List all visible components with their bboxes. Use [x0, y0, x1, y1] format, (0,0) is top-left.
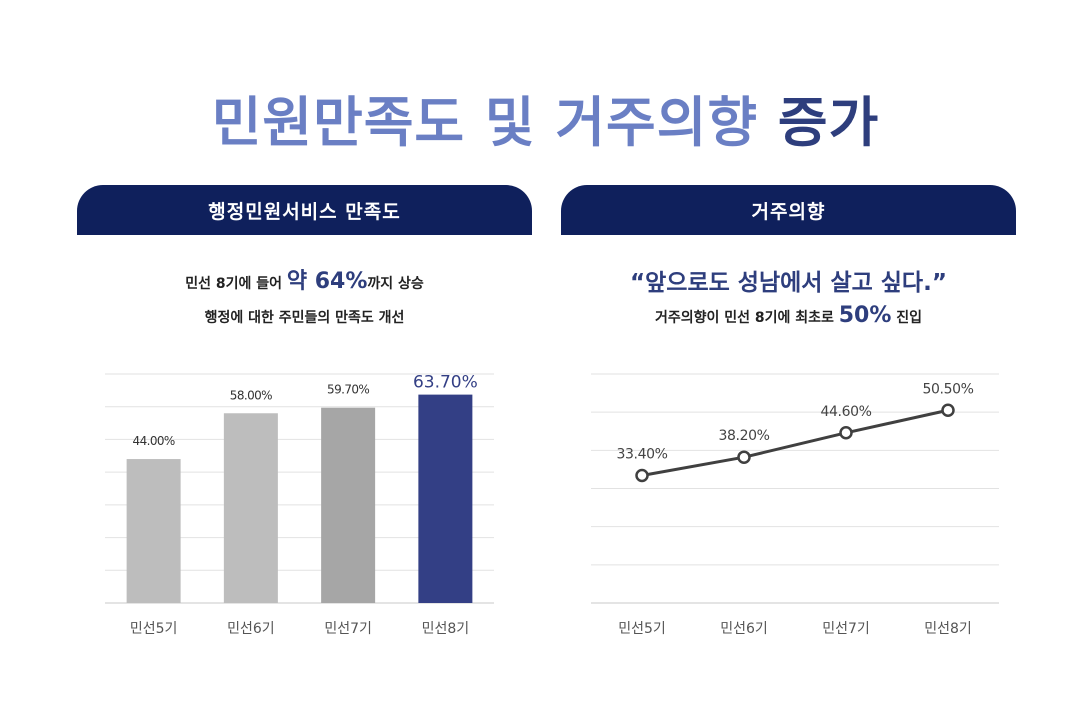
residence-summary-pre: 거주의향이 민선 8기에 최초로	[654, 310, 839, 326]
line-data-label: 44.60%	[821, 404, 872, 420]
line-data-label: 50.50%	[923, 381, 974, 397]
bar	[126, 459, 181, 603]
satisfaction-header: 행정민원서비스 만족도	[77, 185, 532, 235]
page-title-accent: 증가	[777, 91, 880, 154]
page-title-main: 민원만족도 및 거주의향	[211, 91, 759, 154]
line-x-tick-label: 민선5기	[618, 621, 666, 637]
residence-line-chart: 33.40% 민선5기 38.20% 민선6기 44.60% 민선7기 50.50% 민선8기	[591, 373, 999, 637]
line-x-tick-label: 민선6기	[720, 621, 768, 637]
satisfaction-panel: 행정민원서비스 만족도 민선 8기에 들어 약 64%까지 상승 행정에 대한 …	[77, 185, 532, 637]
line-data-label: 33.40%	[617, 447, 668, 463]
residence-intent-panel: 거주의향 “앞으로도 성남에서 살고 싶다.” 거주의향이 민선 8기에 최초로…	[561, 185, 1016, 637]
bar-x-tick-label: 민선6기	[227, 621, 275, 637]
bar	[418, 394, 473, 603]
bar	[223, 413, 278, 603]
satisfaction-subtitle: 행정에 대한 주민들의 만족도 개선	[204, 310, 405, 326]
line-point	[839, 426, 853, 440]
residence-summary-emphasis: 50%	[838, 303, 892, 328]
bar-data-label: 44.00%	[133, 434, 175, 448]
satisfaction-summary-post: 까지 상승	[367, 276, 424, 292]
line-point	[941, 403, 955, 418]
residence-summary: 거주의향이 민선 8기에 최초로 50% 진입	[561, 303, 1016, 328]
residence-intent-header: 거주의향	[561, 185, 1016, 235]
line-point	[635, 468, 649, 483]
line-data-label: 38.20%	[719, 428, 770, 444]
bar-x-tick-label: 민선7기	[324, 621, 372, 637]
satisfaction-summary-emphasis: 약 64%	[286, 269, 368, 294]
line-x-tick-label: 민선7기	[822, 621, 870, 637]
bar-x-tick-label: 민선8기	[422, 621, 470, 637]
satisfaction-summary-pre: 민선 8기에 들어	[185, 276, 287, 292]
page-title: 민원만족도 및 거주의향 증가	[0, 78, 1091, 157]
bar-data-label: 63.70%	[413, 373, 478, 393]
satisfaction-summary: 민선 8기에 들어 약 64%까지 상승	[77, 263, 532, 295]
satisfaction-bar-chart: 44.00% 민선5기 58.00% 민선6기 59.70% 민선7기 63.70% 민선8기	[105, 373, 494, 637]
bar-data-label: 58.00%	[230, 388, 272, 402]
residence-summary-post: 진입	[891, 310, 923, 326]
residence-quote: “앞으로도 성남에서 살고 싶다.”	[630, 270, 947, 296]
line-x-tick-label: 민선8기	[924, 621, 972, 637]
bar-x-tick-label: 민선5기	[130, 621, 178, 637]
series-line	[641, 408, 949, 477]
bar-data-label: 59.70%	[327, 383, 369, 397]
line-point	[737, 450, 751, 464]
bar	[321, 407, 376, 603]
